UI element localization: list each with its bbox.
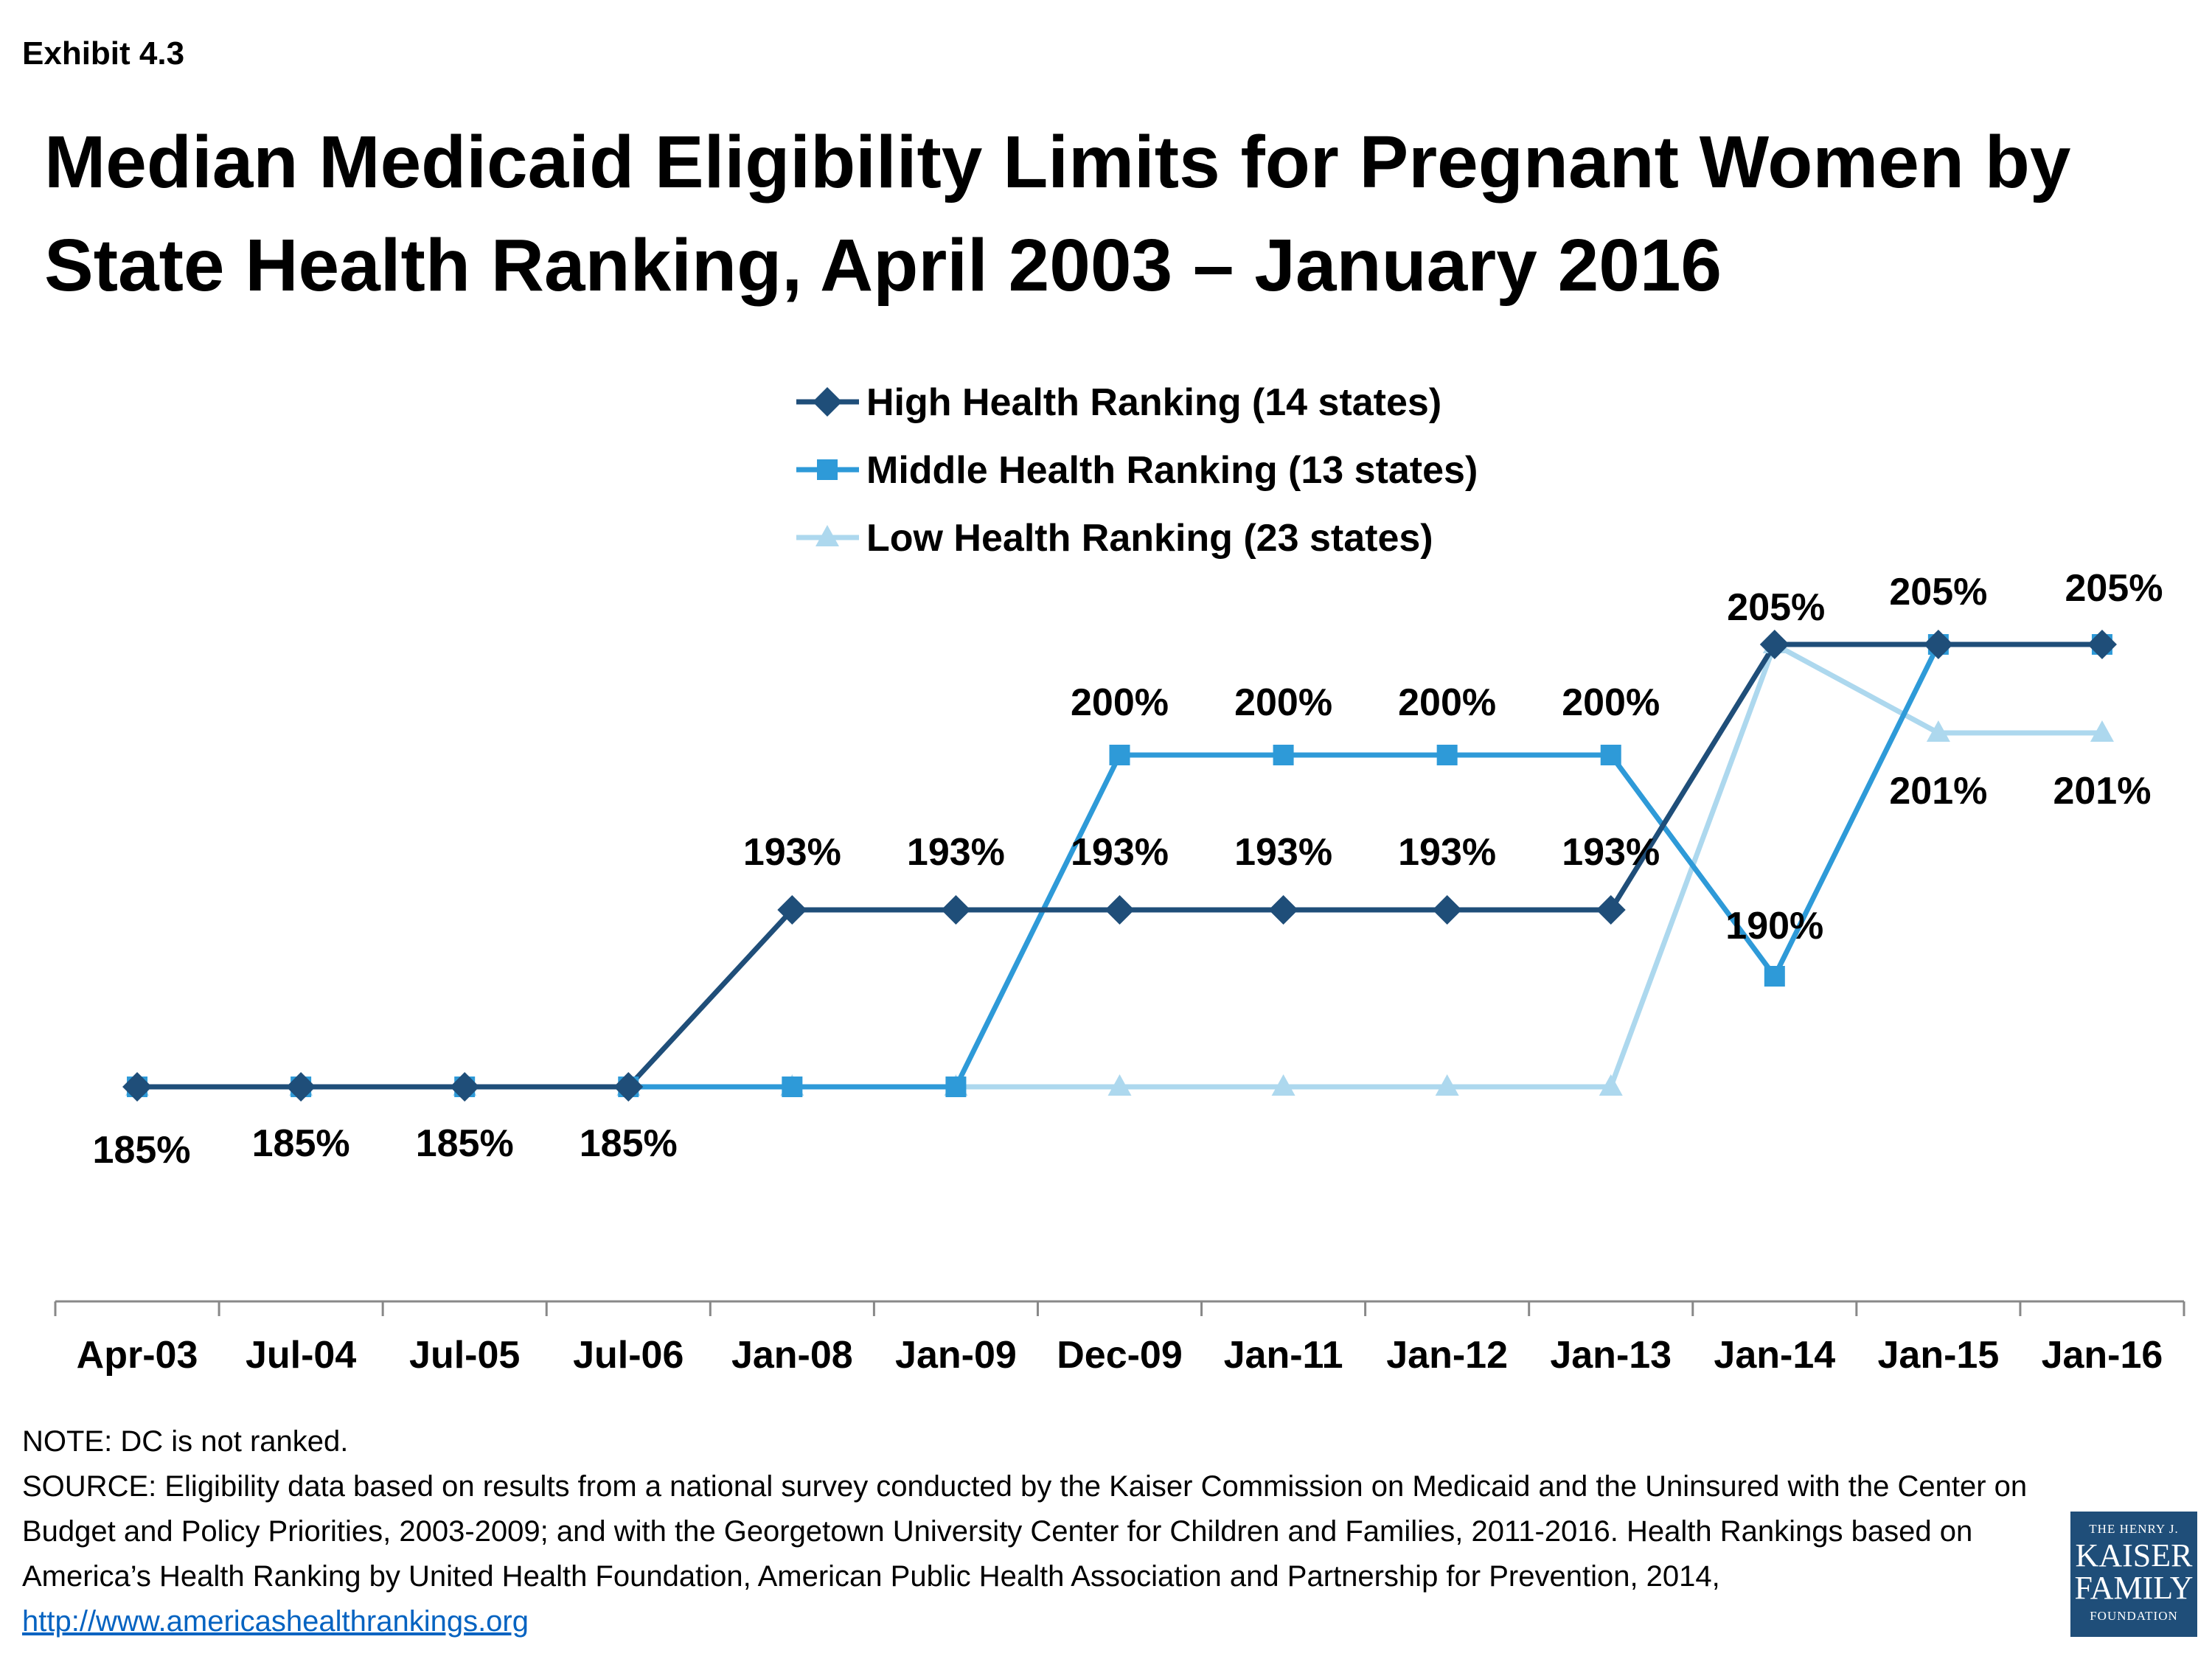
logo-line-2: KAISER — [2075, 1537, 2193, 1573]
data-point — [1923, 630, 1953, 659]
data-label: 200% — [1234, 681, 1332, 724]
legend-label: Low Health Ranking (23 states) — [866, 517, 1433, 560]
x-axis: Apr-03 Jul-04 Jul-05 Jul-06 Jan-08 Jan-09 Dec-… — [54, 1300, 2185, 1377]
data-point — [613, 1072, 644, 1102]
series-markers — [122, 630, 2117, 1102]
legend-marker — [813, 387, 842, 417]
data-label: 185% — [93, 1129, 191, 1172]
chart-legend: High Health Ranking (14 states) Middle He… — [796, 381, 1478, 560]
chart-title: Median Medicaid Eligibility Limits for P… — [44, 121, 2071, 307]
legend-marker — [817, 459, 838, 480]
data-point — [122, 1072, 153, 1102]
data-point — [1109, 745, 1130, 765]
data-point — [945, 1077, 967, 1097]
x-tick-label: Jul-05 — [409, 1334, 520, 1377]
x-tick-label: Jan-12 — [1386, 1334, 1508, 1377]
data-point — [1926, 720, 1950, 742]
data-point — [782, 1077, 803, 1097]
logo-line-4: FOUNDATION — [2090, 1609, 2178, 1623]
source-text: SOURCE: Eligibility data based on result… — [22, 1464, 2050, 1644]
legend-label: High Health Ranking (14 states) — [866, 381, 1441, 424]
data-label: 193% — [743, 831, 841, 874]
data-label: 190% — [1725, 905, 1823, 947]
data-label: 185% — [252, 1122, 350, 1165]
x-tick-label: Dec-09 — [1057, 1334, 1183, 1377]
x-tick-label: Jan-09 — [895, 1334, 1017, 1377]
data-label: 205% — [1727, 586, 1825, 629]
x-tick-label: Jul-06 — [573, 1334, 684, 1377]
exhibit-label: Exhibit 4.3 — [22, 35, 185, 72]
source-body: SOURCE: Eligibility data based on result… — [22, 1470, 2028, 1593]
x-tick-label: Apr-03 — [77, 1334, 198, 1377]
data-label: 205% — [2065, 567, 2163, 610]
legend-marker — [815, 525, 839, 546]
data-point — [1268, 895, 1298, 925]
kff-logo: THE HENRY J. KAISER FAMILY FOUNDATION — [2070, 1512, 2197, 1637]
source-link[interactable]: http://www.americashealthrankings.org — [22, 1605, 529, 1638]
x-tick-label: Jan-16 — [2042, 1334, 2163, 1377]
line-chart: High Health Ranking (14 states) Middle He… — [54, 381, 2185, 1377]
x-tick-label: Jan-15 — [1878, 1334, 2000, 1377]
data-point — [286, 1072, 316, 1102]
data-point — [941, 895, 971, 925]
data-label: 185% — [580, 1122, 678, 1165]
data-label: 185% — [416, 1122, 514, 1165]
data-label: 193% — [1562, 831, 1660, 874]
chart-notes: NOTE: DC is not ranked. SOURCE: Eligibil… — [22, 1419, 2050, 1644]
data-label: 193% — [1398, 831, 1496, 874]
legend-label: Middle Health Ranking (13 states) — [866, 449, 1478, 492]
data-point — [1273, 745, 1294, 765]
data-point — [1432, 895, 1462, 925]
x-tick-label: Jan-08 — [731, 1334, 853, 1377]
data-label: 201% — [2053, 770, 2151, 813]
data-label: 205% — [1889, 571, 1987, 613]
data-label: 193% — [1071, 831, 1169, 874]
data-point — [1107, 1074, 1132, 1096]
data-point — [1271, 1074, 1295, 1096]
data-point — [1759, 630, 1790, 659]
logo-line-3: FAMILY — [2074, 1570, 2194, 1606]
x-tick-label: Jan-13 — [1550, 1334, 1672, 1377]
data-point — [450, 1072, 480, 1102]
data-label: 201% — [1889, 770, 1987, 813]
data-point — [1436, 745, 1458, 765]
data-label: 193% — [1234, 831, 1332, 874]
data-labels: 185% 185% 185% 185% 193% 193% 193% 193% 193% 193%… — [93, 567, 2163, 1172]
data-label: 200% — [1562, 681, 1660, 724]
data-label: 200% — [1071, 681, 1169, 724]
data-point — [1105, 895, 1135, 925]
data-point — [1764, 966, 1785, 987]
data-point — [2090, 720, 2114, 742]
x-tick-label: Jan-11 — [1224, 1334, 1343, 1377]
logo-line-1: THE HENRY J. — [2089, 1522, 2179, 1536]
x-tick-label: Jan-14 — [1714, 1334, 1835, 1377]
data-label: 200% — [1398, 681, 1496, 724]
data-label: 193% — [907, 831, 1005, 874]
data-point — [777, 895, 807, 925]
x-tick-label: Jul-04 — [246, 1334, 356, 1377]
data-point — [1435, 1074, 1459, 1096]
data-point — [2087, 630, 2117, 659]
note-text: NOTE: DC is not ranked. — [22, 1425, 349, 1458]
data-point — [1596, 895, 1626, 925]
data-point — [1600, 745, 1621, 765]
data-point — [1599, 1074, 1623, 1096]
